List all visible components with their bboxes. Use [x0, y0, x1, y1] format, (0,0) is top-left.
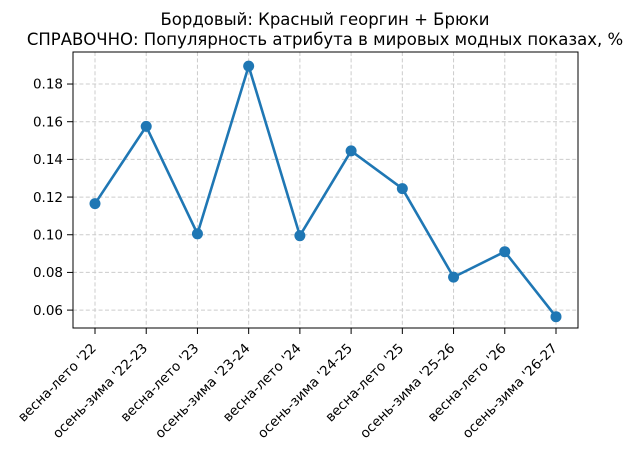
axis-ticks [67, 83, 557, 334]
plot-frame [72, 51, 579, 329]
data-line [93, 64, 558, 318]
grid-lines [73, 52, 578, 328]
x-tick-label: осень-зима '24-25 [255, 341, 356, 442]
x-tick-label: осень-зима '23-24 [152, 341, 253, 442]
data-point [396, 183, 408, 195]
data-point [243, 60, 255, 72]
data-point [89, 198, 101, 210]
data-point [499, 246, 511, 258]
chart-subtitle: СПРАВОЧНО: Популярность атрибута в миров… [26, 29, 624, 49]
data-point [345, 145, 357, 157]
chart-title: Бордовый: Красный георгин + Брюки [160, 10, 490, 29]
x-tick-label: осень-зима '22-23 [50, 341, 151, 442]
data-point [448, 271, 460, 283]
x-tick-label: осень-зима '26-27 [460, 341, 561, 442]
y-axis-labels: 0.06 0.08 0.10 0.12 0.14 0.16 0.18 [33, 77, 63, 319]
y-tick-label: 0.10 [33, 227, 63, 243]
y-tick-label: 0.06 [33, 303, 63, 319]
data-points [89, 60, 562, 323]
data-point [191, 228, 203, 240]
data-point [550, 311, 562, 323]
y-tick-label: 0.08 [33, 265, 63, 281]
y-tick-label: 0.16 [33, 114, 63, 130]
y-tick-label: 0.18 [33, 77, 63, 93]
data-point [140, 120, 152, 132]
data-point [294, 230, 306, 242]
chart-title-block: Бордовый: Красный георгин + Брюки СПРАВО… [27, 10, 623, 49]
y-tick-label: 0.14 [33, 152, 63, 168]
x-tick-label: осень-зима '25-26 [357, 341, 458, 442]
y-tick-label: 0.12 [33, 190, 63, 206]
